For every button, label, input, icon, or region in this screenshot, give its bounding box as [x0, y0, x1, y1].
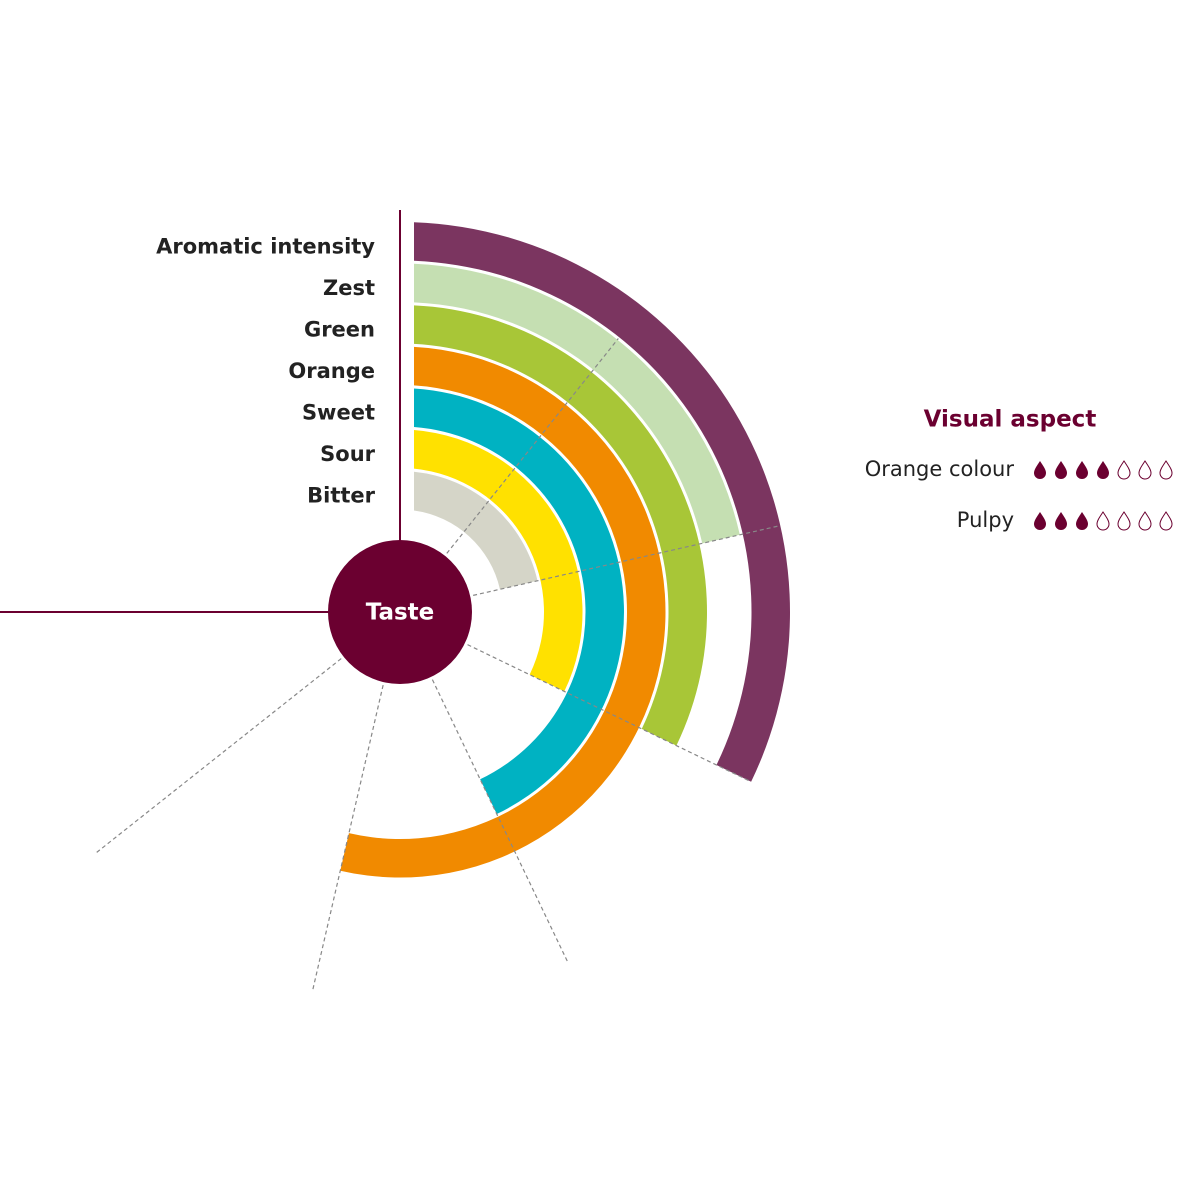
- ring-bar: [340, 346, 666, 878]
- item-label: Pulpy: [957, 508, 1014, 532]
- drop-filled: [1034, 461, 1046, 479]
- item-label: Orange colour: [865, 457, 1015, 481]
- rings: [340, 222, 791, 878]
- category-label: Zest: [323, 276, 375, 300]
- drop-empty: [1138, 511, 1152, 531]
- drop-empty: [1117, 511, 1131, 531]
- drop-filled: [1055, 461, 1067, 479]
- grid-line: [312, 684, 384, 991]
- category-label: Sweet: [302, 400, 375, 424]
- category-label: Sour: [320, 442, 376, 466]
- ring-bar: [414, 305, 708, 746]
- ring-bar: [414, 430, 583, 692]
- category-label: Orange: [288, 359, 375, 383]
- drop-filled: [1076, 512, 1088, 530]
- drop-filled: [1034, 512, 1046, 530]
- drop-empty: [1117, 460, 1131, 480]
- drop-empty: [1096, 511, 1110, 531]
- drop-filled: [1076, 461, 1088, 479]
- center-circle: [328, 540, 472, 684]
- category-label: Green: [304, 317, 375, 341]
- panel-title: Visual aspect: [924, 407, 1097, 433]
- drop-empty: [1159, 460, 1173, 480]
- visual-aspect: Orange colour Pulpy: [865, 457, 1173, 532]
- ring-bar: [414, 263, 740, 544]
- drop-empty: [1159, 511, 1173, 531]
- drop-filled: [1097, 461, 1109, 479]
- ring-bar: [414, 471, 538, 590]
- drop-empty: [1138, 460, 1152, 480]
- center-label: Taste: [366, 600, 435, 626]
- ring-bar: [414, 388, 625, 815]
- grid-line: [95, 658, 342, 854]
- grid: [95, 338, 779, 991]
- ring-bar: [414, 222, 791, 782]
- grid-line: [431, 679, 569, 963]
- category-label: Bitter: [307, 483, 376, 507]
- grid-line: [467, 644, 750, 782]
- grid-line: [446, 338, 619, 554]
- category-label: Aromatic intensity: [156, 234, 375, 258]
- grid-line: [473, 525, 779, 596]
- drop-filled: [1055, 512, 1067, 530]
